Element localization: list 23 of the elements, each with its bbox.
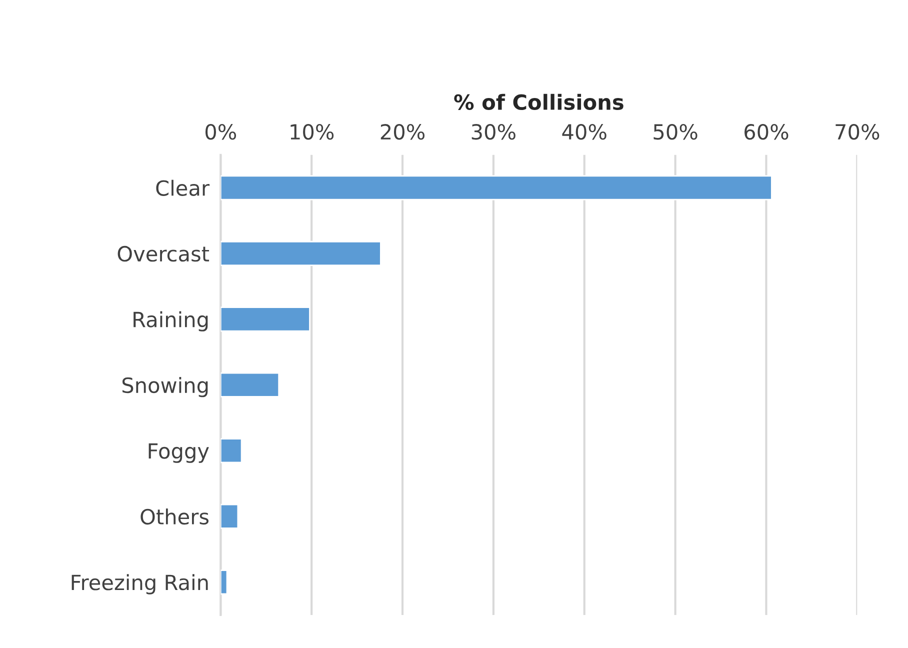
y-tick-label: Clear [156, 180, 210, 196]
bar [220, 306, 310, 332]
bar [220, 570, 228, 595]
x-tick-label: 60% [744, 124, 788, 140]
x-tick-label: 20% [380, 124, 425, 140]
x-tick-label: 70% [836, 124, 880, 140]
x-tick-label: 10% [290, 124, 334, 140]
y-tick-label: Snowing [122, 376, 208, 398]
bar [220, 240, 382, 266]
x-tick-label: 50% [654, 124, 698, 140]
bar [220, 504, 239, 529]
x-axis-title: % of Collisions [454, 94, 624, 110]
y-tick-label: Overcast [118, 246, 210, 262]
y-tick-label: Others [140, 508, 209, 525]
x-tick-label: 0% [205, 124, 236, 140]
y-tick-label: Raining [134, 311, 208, 332]
bar [220, 372, 280, 398]
x-tick-label: 40% [562, 124, 606, 140]
x-tick-label: 30% [472, 124, 516, 140]
bar [220, 438, 242, 464]
bar [220, 175, 772, 200]
y-tick-label: Freezing Rain [72, 574, 208, 594]
y-tick-label: Foggy [148, 443, 209, 463]
